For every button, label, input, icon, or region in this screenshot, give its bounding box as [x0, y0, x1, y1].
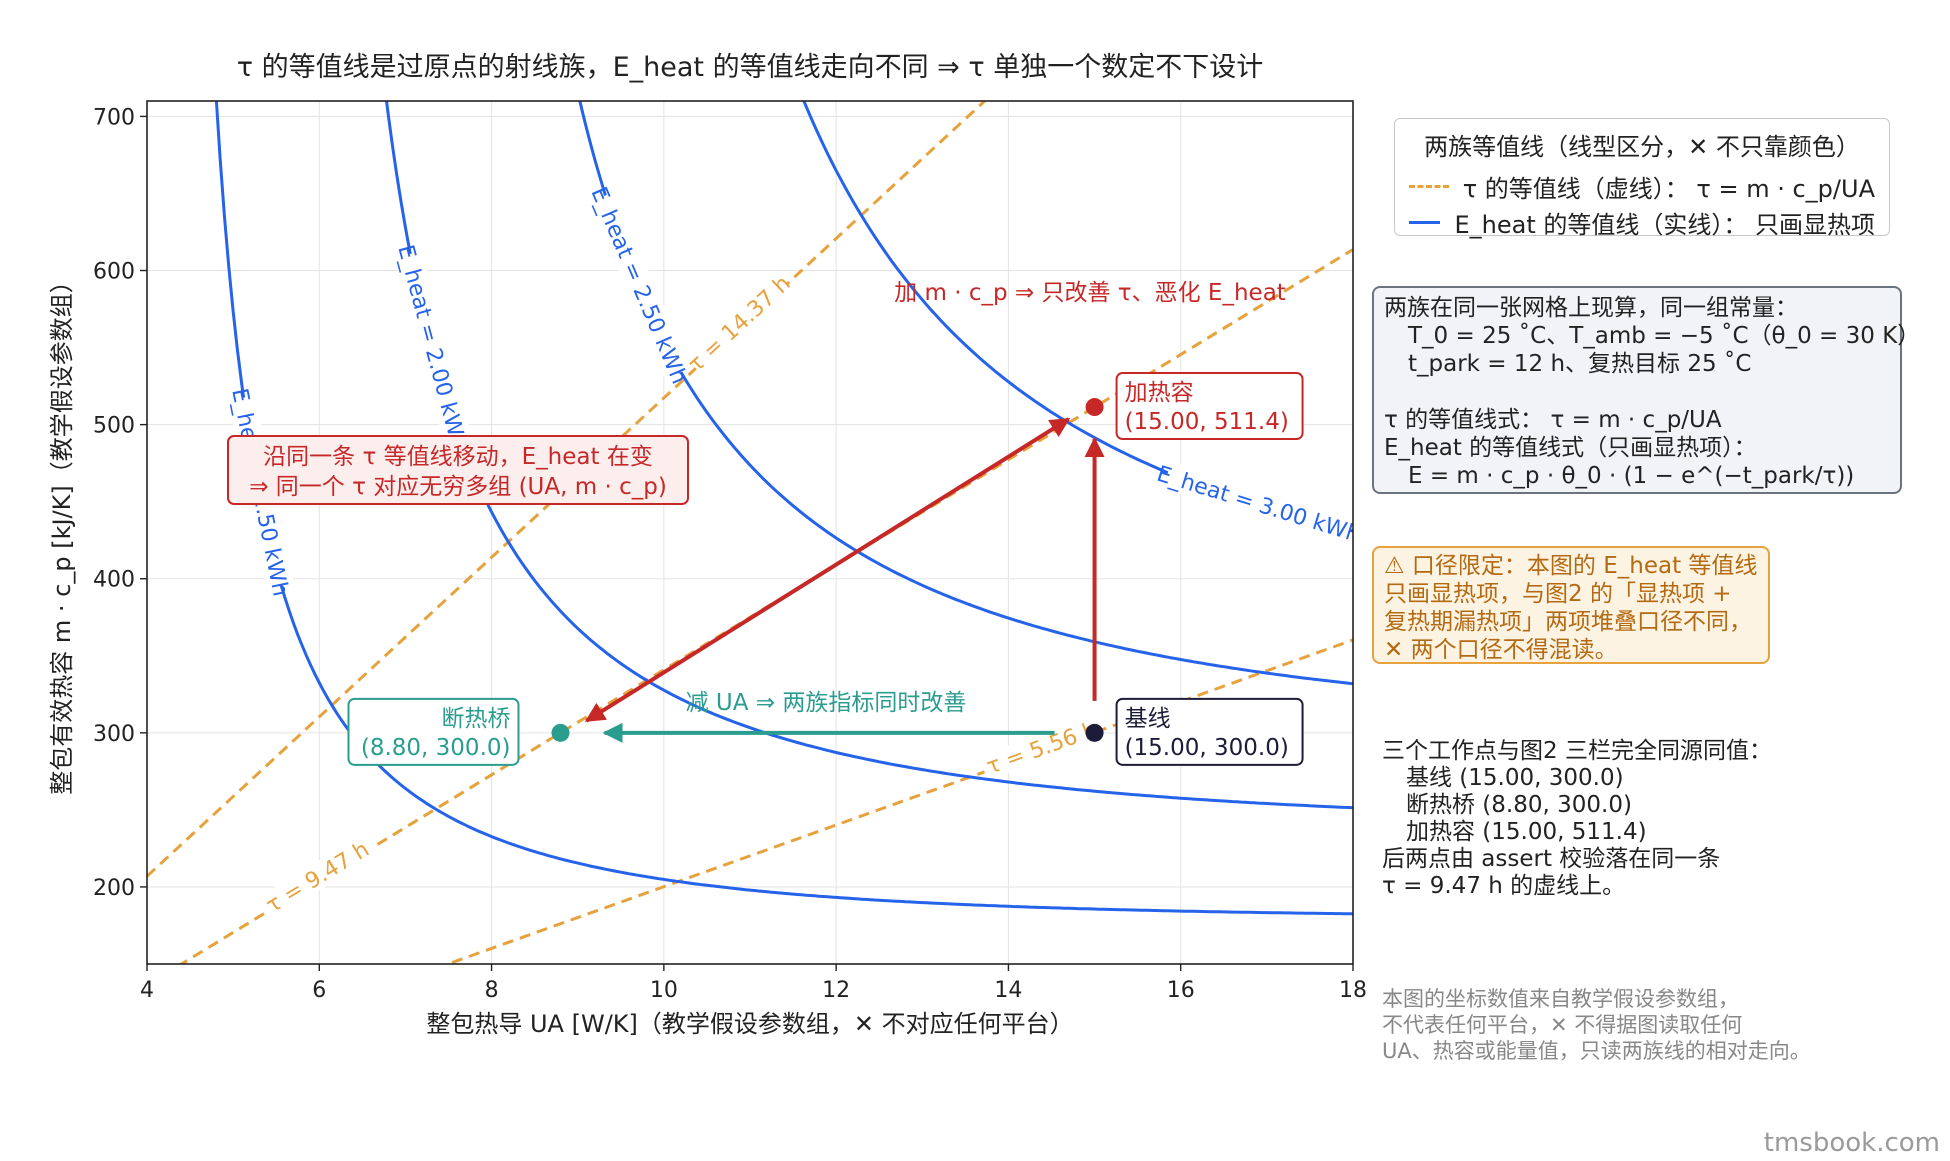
- points-line-2: 基线 (15.00, 300.0): [1406, 765, 1624, 791]
- tau-isoline-label: τ = 9.47 h: [262, 837, 374, 919]
- eheat-isoline-label: E_heat = 3.00 kWh: [1154, 462, 1363, 548]
- point-label-coords: (8.80, 300.0): [361, 735, 511, 761]
- point-label-coords: (15.00, 300.0): [1125, 735, 1289, 761]
- caveat-line-4: ✕ 两个口径不得混读。: [1384, 637, 1618, 663]
- x-tick-label: 16: [1167, 978, 1195, 1003]
- same-tau-box: [227, 435, 689, 505]
- constants-line-6: E = m · c_p · θ_0 · (1 − e^(−t_park/τ)): [1408, 463, 1855, 489]
- legend-title: 两族等值线（线型区分，✕ 不只靠颜色）: [1424, 133, 1860, 161]
- legend-entry-eheat: E_heat 的等值线（实线）： 只画显热项: [1409, 204, 1875, 240]
- y-tick-label: 200: [93, 876, 135, 901]
- points-line-6: τ = 9.47 h 的虚线上。: [1382, 873, 1626, 899]
- point-label-box: [347, 697, 520, 766]
- annotation-add-mcp: 加 m · c_p ⇒ 只改善 τ、恶化 E_heat: [894, 280, 1286, 306]
- caveat-line-3: 复热期漏热项」两项堆叠口径不同，: [1384, 609, 1752, 635]
- annotation-reduce-ua: 减 UA ⇒ 两族指标同时改善: [686, 690, 967, 716]
- work-point: [1085, 398, 1104, 417]
- work-point: [1085, 723, 1104, 742]
- y-tick-label: 300: [93, 722, 135, 747]
- caveat-line-2: 只画显热项，与图2 的「显热项 +: [1384, 581, 1732, 607]
- points-line-3: 断热桥 (8.80, 300.0): [1406, 792, 1632, 818]
- point-label-box: [1115, 372, 1304, 441]
- constants-line-2: T_0 = 25 ˚C、T_amb = −5 ˚C（θ_0 = 30 K）: [1408, 323, 1921, 349]
- eheat-isoline: [214, 101, 1353, 916]
- point-label-name: 断热桥: [441, 706, 510, 732]
- points-line-4: 加热容 (15.00, 511.4): [1406, 819, 1647, 845]
- point-label-box: [1115, 697, 1304, 766]
- y-tick-label: 500: [93, 414, 135, 439]
- legend-dashed-swatch: [1409, 184, 1449, 188]
- legend-solid-swatch: [1409, 220, 1441, 224]
- annotation-same-tau-line2: ⇒ 同一个 τ 对应无穷多组 (UA, m · c_p): [249, 474, 667, 500]
- y-tick-label: 700: [93, 105, 135, 130]
- x-tick-label: 6: [312, 978, 326, 1003]
- axis-ticks: 4 6 8 10 12 14 16 18 200 300 400 500 600 700: [93, 105, 1367, 1003]
- eheat-isoline: [578, 101, 1353, 686]
- constants-line-5: E_heat 的等值线式（只画显热项）：: [1384, 435, 1757, 461]
- source-line-2: 不代表任何平台，✕ 不得据图读取任何: [1382, 1013, 1743, 1037]
- grid: [146, 101, 1354, 964]
- y-axis-label: 整包有效热容 m · c_p [kJ/K]（教学假设参数组）: [48, 269, 76, 794]
- points-line-1: 三个工作点与图2 三栏完全同源同值：: [1382, 738, 1772, 764]
- x-tick-label: 12: [822, 978, 850, 1003]
- point-label-coords: (15.00, 511.4): [1125, 409, 1289, 435]
- x-axis-label: 整包热导 UA [W/K]（教学假设参数组，✕ 不对应任何平台）: [426, 1010, 1073, 1038]
- watermark: tmsbook.com: [1763, 1128, 1940, 1158]
- work-point: [551, 723, 570, 742]
- x-tick-label: 10: [650, 978, 678, 1003]
- annotation-same-tau-line1: 沿同一条 τ 等值线移动，E_heat 在变: [263, 444, 653, 470]
- constants-line-4: τ 的等值线式： τ = m · c_p/UA: [1384, 407, 1722, 433]
- points-note: 三个工作点与图2 三栏完全同源同值： 基线 (15.00, 300.0) 断热桥…: [1382, 738, 1902, 900]
- caveat-line-1: ⚠ 口径限定：本图的 E_heat 等值线: [1384, 553, 1758, 579]
- x-tick-label: 14: [994, 978, 1022, 1003]
- y-tick-label: 400: [93, 568, 135, 593]
- eheat-isoline-label: E_heat = 2.50 kWh: [585, 184, 691, 388]
- x-tick-label: 18: [1339, 978, 1367, 1003]
- chart-title: τ 的等值线是过原点的射线族，E_heat 的等值线走向不同 ⇒ τ 单独一个数…: [237, 52, 1263, 83]
- constants-note: 两族在同一张网格上现算，同一组常量： T_0 = 25 ˚C、T_amb = −…: [1372, 286, 1921, 494]
- legend-tau-label: τ 的等值线（虚线）： τ = m · c_p/UA: [1462, 174, 1875, 203]
- tau-isoline-label: τ = 14.37 h: [684, 271, 796, 377]
- constants-line-3: t_park = 12 h、复热目标 25 ˚C: [1408, 351, 1752, 377]
- legend-entry-tau: τ 的等值线（虚线）： τ = m · c_p/UA: [1409, 168, 1875, 204]
- x-tick-label: 4: [140, 978, 154, 1003]
- caveat-note: ⚠ 口径限定：本图的 E_heat 等值线 只画显热项，与图2 的「显热项 + …: [1372, 546, 1770, 664]
- plot-frame: [146, 100, 1354, 965]
- legend: 两族等值线（线型区分，✕ 不只靠颜色） τ 的等值线（虚线）： τ = m · …: [1394, 118, 1890, 239]
- eheat-isoline: [385, 101, 1353, 810]
- legend-eheat-label: E_heat 的等值线（实线）： 只画显热项: [1454, 210, 1875, 239]
- source-line-3: UA、热容或能量值，只读两族线的相对走向。: [1382, 1039, 1811, 1063]
- constants-line-1: 两族在同一张网格上现算，同一组常量：: [1384, 295, 1798, 321]
- source-line-1: 本图的坐标数值来自教学假设参数组，: [1382, 987, 1739, 1011]
- point-label-name: 基线: [1125, 706, 1171, 732]
- source-note: 本图的坐标数值来自教学假设参数组， 不代表任何平台，✕ 不得据图读取任何 UA、…: [1382, 986, 1902, 1064]
- tau-isoline: [147, 101, 987, 878]
- arrow-same-tau: [584, 417, 1071, 723]
- points-line-5: 后两点由 assert 校验落在同一条: [1382, 846, 1721, 872]
- eheat-isoline-label: E_heat = 2.00 kWh: [392, 242, 471, 453]
- y-tick-label: 600: [93, 260, 135, 285]
- x-tick-label: 8: [485, 978, 499, 1003]
- point-label-name: 加热容: [1125, 380, 1194, 406]
